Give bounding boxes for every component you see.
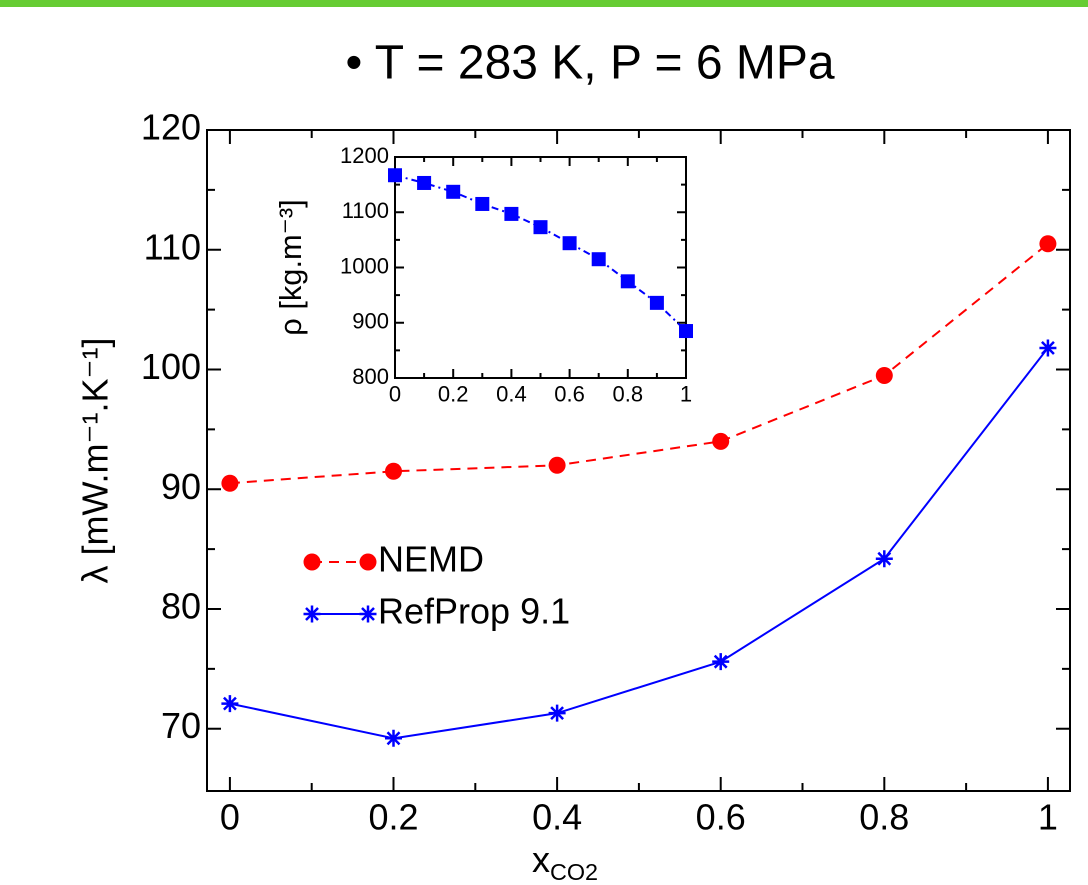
y-tick-label: 1100 (342, 198, 389, 223)
plot-frame (394, 156, 687, 379)
legend-marker (359, 553, 377, 571)
marker (620, 274, 635, 289)
series-line (229, 242, 1049, 485)
y-tick-label: 900 (352, 309, 389, 334)
marker (548, 456, 566, 474)
top-bar (0, 0, 1088, 7)
y-axis-label: ρ [kg.m⁻³] (273, 199, 308, 335)
legend-marker (303, 605, 321, 623)
marker (385, 462, 403, 480)
y-tick-label: 90 (161, 466, 201, 507)
marker (562, 236, 577, 251)
y-tick-label: 100 (141, 346, 201, 387)
x-tick-label: 0 (389, 381, 401, 406)
marker (417, 175, 432, 190)
marker (875, 366, 893, 384)
x-tick-label: 0.6 (696, 796, 746, 837)
y-tick-label: 70 (161, 705, 201, 746)
legend-label: NEMD (378, 539, 484, 580)
marker (221, 695, 239, 713)
x-axis-label-sub: CO2 (550, 859, 598, 885)
marker (875, 550, 893, 568)
x-tick-label: 0.6 (554, 381, 585, 406)
y-tick-label: 1200 (340, 143, 389, 168)
x-axis-label-main: x (532, 839, 550, 880)
marker (712, 432, 730, 450)
marker (475, 196, 490, 211)
y-tick-label: 1000 (340, 253, 389, 278)
x-tick-label: 0 (220, 796, 240, 837)
y-tick-label: 110 (144, 226, 201, 267)
x-tick-label: 0.2 (438, 381, 469, 406)
x-tick-label: 0.8 (613, 381, 644, 406)
x-tick-label: 1 (1038, 796, 1058, 837)
x-tick-label: 0.4 (532, 796, 582, 837)
x-axis-label: xCO2 (532, 839, 598, 885)
marker (548, 704, 566, 722)
y-tick-label: 800 (352, 364, 389, 389)
marker (533, 220, 548, 235)
marker (591, 252, 606, 267)
marker (385, 729, 403, 747)
series-line (229, 347, 1049, 740)
x-tick-label: 0.2 (368, 796, 418, 837)
marker (504, 206, 519, 221)
x-tick-label: 1 (680, 381, 692, 406)
marker (679, 324, 693, 339)
legend-marker (303, 553, 321, 571)
legend-marker (359, 605, 377, 623)
marker (1039, 235, 1057, 253)
y-axis-label: λ [mW.m⁻¹.K⁻¹] (75, 338, 116, 584)
y-tick-label: 120 (141, 107, 201, 148)
legend-label: RefProp 9.1 (378, 591, 570, 632)
y-tick-label: 80 (161, 586, 201, 627)
x-tick-label: 0.4 (496, 381, 527, 406)
marker (221, 474, 239, 492)
chart-title: • T = 283 K, P = 6 MPa (345, 37, 834, 90)
x-tick-label: 0.8 (859, 796, 909, 837)
marker (712, 653, 730, 671)
marker (649, 295, 664, 310)
marker (446, 184, 461, 199)
marker (388, 168, 402, 183)
marker (1039, 339, 1057, 357)
